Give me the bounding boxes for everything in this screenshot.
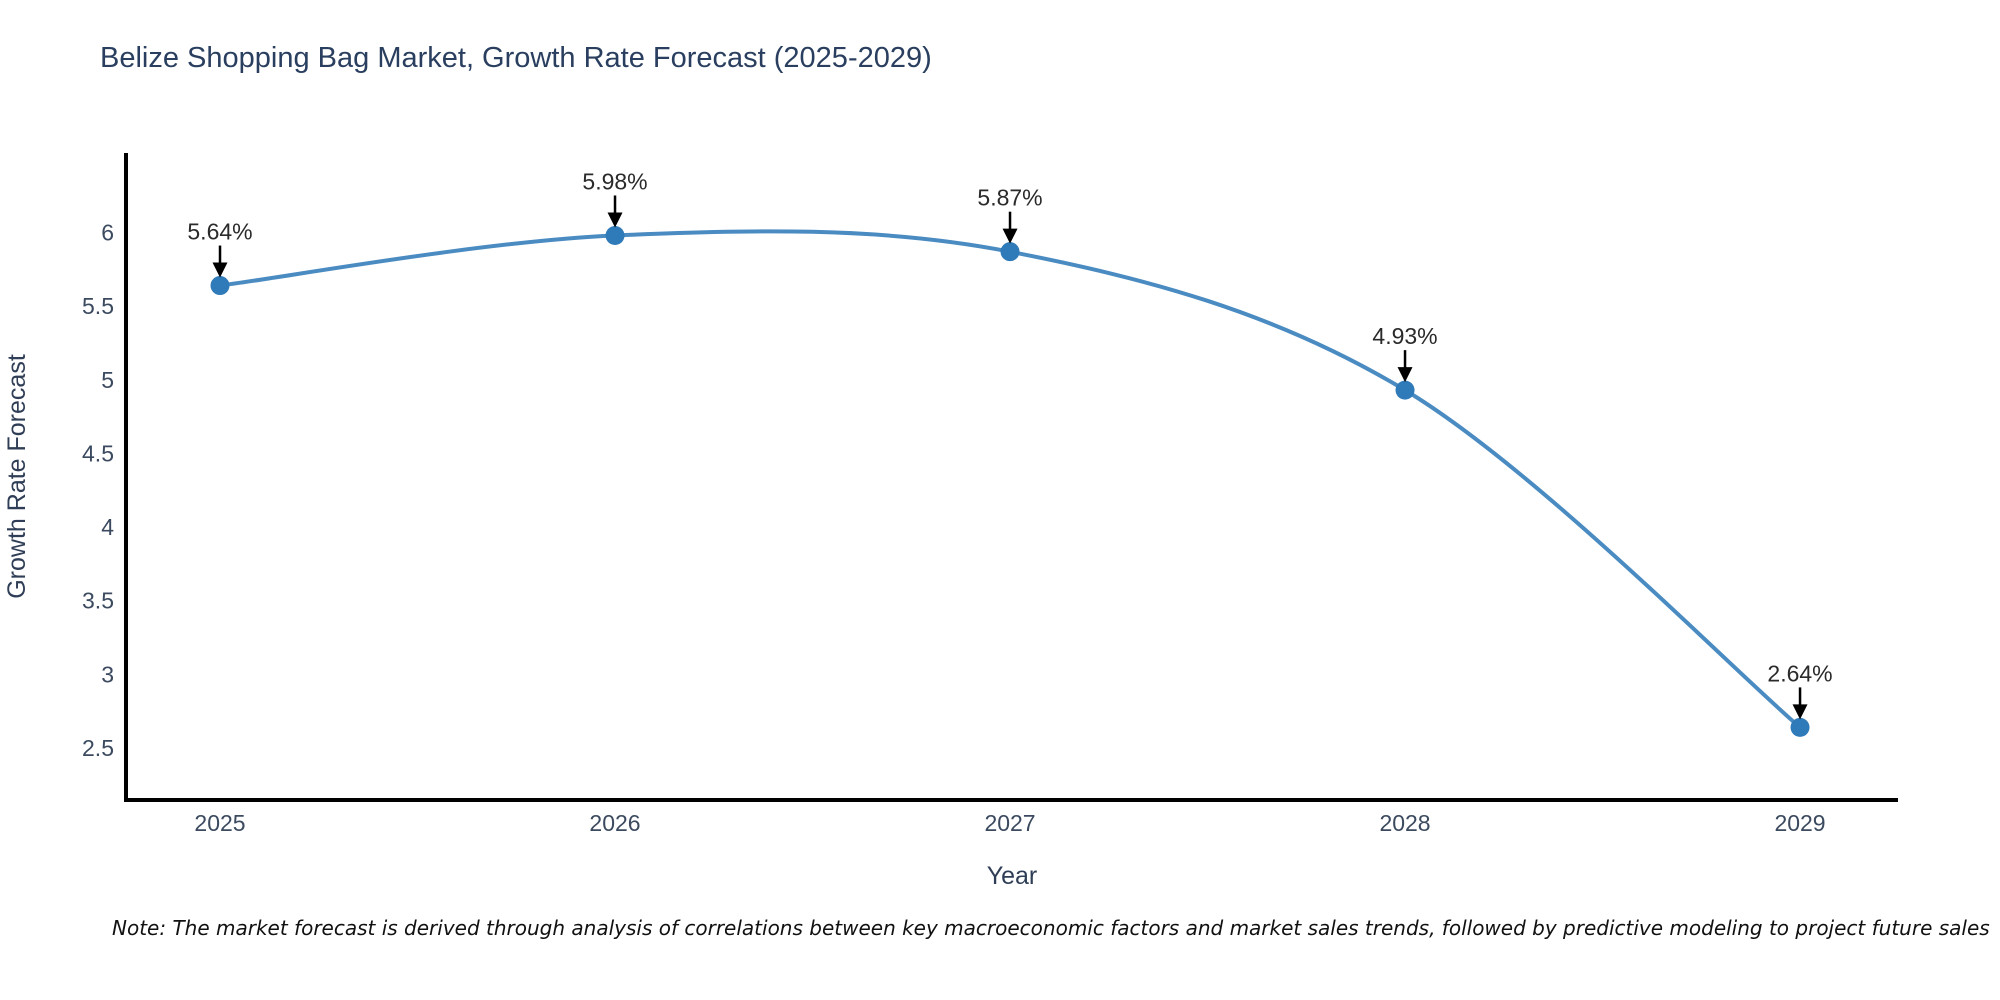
annotation-arrowhead-icon	[1792, 704, 1808, 720]
data-point-marker[interactable]	[1000, 242, 1020, 262]
annotation-arrowhead-icon	[1002, 228, 1018, 244]
note-text: Note: The market forecast is derived thr…	[112, 916, 1990, 940]
y-tick-label: 2.5	[82, 735, 114, 761]
x-axis-title: Year	[987, 862, 1038, 890]
y-axis-title: Growth Rate Forecast	[3, 354, 31, 599]
x-tick-label: 2025	[194, 810, 245, 836]
y-tick-label: 4.5	[82, 440, 114, 466]
x-tick-label: 2028	[1379, 810, 1430, 836]
annotation-label: 5.87%	[977, 185, 1042, 211]
annotation-arrowhead-icon	[607, 212, 623, 228]
y-tick-label: 3.5	[82, 588, 114, 614]
y-tick-label: 5	[101, 367, 114, 393]
y-tick-label: 4	[101, 514, 114, 540]
annotation-arrowhead-icon	[212, 262, 228, 278]
y-tick-label: 5.5	[82, 293, 114, 319]
annotation-arrowhead-icon	[1397, 367, 1413, 383]
data-point-marker[interactable]	[605, 225, 625, 245]
annotation-label: 5.98%	[582, 168, 647, 194]
annotation-label: 5.64%	[187, 219, 252, 245]
y-tick-label: 6	[101, 220, 114, 246]
x-tick-label: 2029	[1774, 810, 1825, 836]
x-tick-label: 2026	[589, 810, 640, 836]
y-tick-label: 3	[101, 661, 114, 687]
data-point-marker[interactable]	[1790, 717, 1810, 737]
data-point-marker[interactable]	[210, 276, 230, 296]
data-point-marker[interactable]	[1395, 380, 1415, 400]
annotation-label: 2.64%	[1767, 660, 1832, 686]
annotation-label: 4.93%	[1372, 323, 1437, 349]
x-tick-label: 2027	[984, 810, 1035, 836]
line-series	[218, 229, 1803, 730]
chart-title: Belize Shopping Bag Market, Growth Rate …	[100, 42, 932, 74]
